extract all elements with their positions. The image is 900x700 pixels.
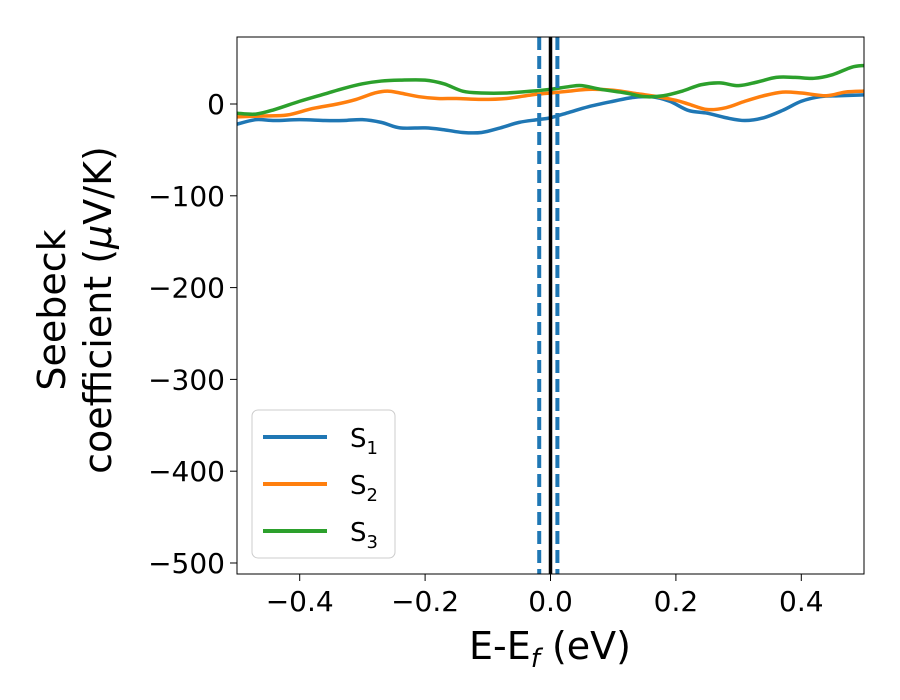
y-axis-label-mu: μ [76, 225, 120, 250]
y-axis-label-line2: coefficient (μV/K) [76, 146, 120, 474]
legend-label-s2: S2 [350, 471, 378, 506]
x-axis-label-unit: (eV) [540, 624, 631, 668]
x-axis: −0.4 −0.2 0.0 0.2 0.4 [266, 574, 824, 618]
series-line-s3 [237, 63, 864, 117]
y-tick-label: −400 [148, 455, 225, 488]
lines-layer [237, 37, 864, 574]
legend: S1 S2 S3 [251, 409, 396, 559]
legend-label-s1: S1 [350, 424, 378, 459]
series-line-s2 [237, 87, 864, 119]
y-axis-label: Seebeck coefficient (μV/K) [30, 146, 120, 474]
y-axis-label-line1: Seebeck [30, 229, 74, 390]
x-tick-label: −0.4 [266, 585, 334, 618]
x-tick-label: 0.2 [654, 585, 699, 618]
x-axis-label: E-Ef (eV) [469, 624, 631, 674]
y-tick-label: −500 [148, 547, 225, 580]
x-tick-label: 0.0 [528, 585, 573, 618]
y-tick-label: −300 [148, 363, 225, 396]
x-tick-label: −0.2 [391, 585, 459, 618]
y-tick-label: −100 [148, 180, 225, 213]
x-tick-label: 0.4 [779, 585, 824, 618]
legend-label-s3: S3 [350, 518, 378, 553]
y-tick-label: 0 [207, 88, 225, 121]
y-axis: 0 −100 −200 −300 −400 −500 [148, 88, 237, 580]
y-tick-label: −200 [148, 272, 225, 305]
